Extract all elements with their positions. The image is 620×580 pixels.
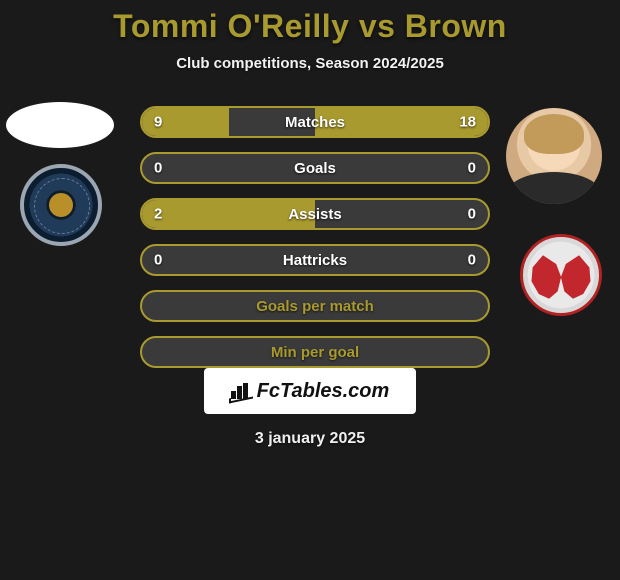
stat-row: Goals per match — [140, 290, 490, 322]
player-right-photo — [506, 108, 602, 204]
page-title: Tommi O'Reilly vs Brown — [0, 0, 620, 45]
stat-value-left: 9 — [154, 114, 162, 131]
stat-value-left: 0 — [154, 160, 162, 177]
stat-label: Goals — [294, 160, 336, 177]
page-subtitle: Club competitions, Season 2024/2025 — [0, 55, 620, 72]
stat-value-left: 0 — [154, 252, 162, 269]
stat-row: Hattricks 0 0 — [140, 244, 490, 276]
stat-label: Matches — [285, 114, 345, 131]
stat-value-left: 2 — [154, 206, 162, 223]
player-left-photo — [6, 102, 114, 148]
stat-value-right: 18 — [459, 114, 476, 131]
stat-row: Assists 2 0 — [140, 198, 490, 230]
stat-row: Min per goal — [140, 336, 490, 368]
stat-bars: Matches918Goals00Assists20Hattricks00Goa… — [140, 106, 490, 382]
club-crest-left — [20, 164, 102, 246]
stat-label: Goals per match — [256, 298, 374, 315]
stat-row: Goals 0 0 — [140, 152, 490, 184]
stat-label: Assists — [288, 206, 341, 223]
stat-value-right: 0 — [468, 252, 476, 269]
club-crest-right — [520, 234, 602, 316]
stat-value-right: 0 — [468, 160, 476, 177]
brand-text: FcTables.com — [257, 380, 390, 403]
stat-label: Min per goal — [271, 344, 359, 361]
date-line: 3 january 2025 — [0, 430, 620, 448]
stat-label: Hattricks — [283, 252, 347, 269]
bar-chart-icon — [231, 383, 253, 399]
stat-value-right: 0 — [468, 206, 476, 223]
stat-row: Matches 9 18 — [140, 106, 490, 138]
